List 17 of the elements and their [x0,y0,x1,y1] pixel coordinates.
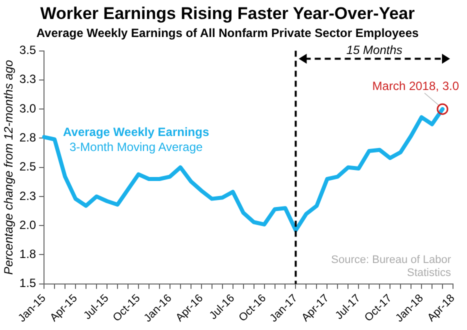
y-tick-label: 2.8 [19,130,36,145]
y-tick-label: 2.3 [19,188,36,203]
y-tick-label: 3.3 [19,72,36,86]
annotation: 15 Months [346,42,402,57]
annotation: 3-Month Moving Average [69,140,203,154]
chart-title: Worker Earnings Rising Faster Year-Over-Year [40,4,416,23]
y-axis-title: Percentage change from 12-months ago [2,60,16,275]
y-tick-label: 3.5 [19,43,36,58]
annotation: March 2018, 3.0 [372,79,460,94]
chart-subtitle: Average Weekly Earnings of All Nonfarm Private Sector Employees [36,26,420,40]
annotation: Source: Bureau of Labor Statistics [331,254,452,279]
y-tick-label: 1.5 [19,276,36,290]
y-tick-label: 3.0 [19,101,36,116]
y-tick-label: 2.5 [19,160,36,174]
y-tick-label: 1.8 [19,247,36,262]
y-tick-label: 2.0 [19,218,36,232]
series-label: Average Weekly Earnings [63,124,210,139]
